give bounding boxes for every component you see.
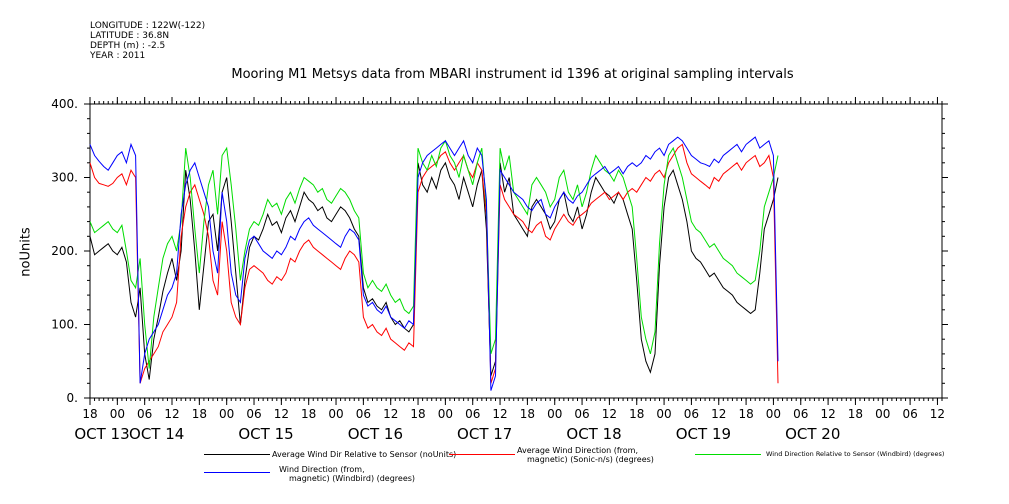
y-tick-label-200: 200. xyxy=(51,244,78,258)
longitude-label: LONGITUDE : 122W(-122) xyxy=(90,21,206,31)
x-tick-label: 18 xyxy=(410,407,425,421)
x-tick-label: 12 xyxy=(820,407,835,421)
x-date-label: OCT 18 xyxy=(566,425,621,443)
x-tick-label: 18 xyxy=(848,407,863,421)
x-date-label: OCT 17 xyxy=(457,425,512,443)
x-tick-label: 18 xyxy=(520,407,535,421)
legend-swatch-black xyxy=(204,454,270,455)
legend-swatch-green xyxy=(695,454,761,455)
x-tick-label: 18 xyxy=(82,407,97,421)
y-tick-label-0: 0. xyxy=(67,391,78,405)
x-tick-label: 00 xyxy=(547,407,562,421)
y-tick-label-400: 400. xyxy=(51,97,78,111)
latitude-label: LATITUDE : 36.8N xyxy=(90,31,170,41)
legend-swatch-blue xyxy=(204,472,270,473)
year-label: YEAR : 2011 xyxy=(90,51,146,61)
legend-label-blue-line1: Wind Direction (from, xyxy=(279,465,365,474)
x-tick-label: 18 xyxy=(301,407,316,421)
x-tick-label: 00 xyxy=(656,407,671,421)
metadata-block: LONGITUDE : 122W(-122) LATITUDE : 36.8N … xyxy=(90,21,205,61)
x-date-label: OCT 19 xyxy=(676,425,731,443)
legend-label-red-line2: magnetic) (Sonic-n/s) (degrees) xyxy=(527,455,654,464)
series-line-2 xyxy=(89,143,779,384)
x-tick-label: 12 xyxy=(383,407,398,421)
legend-label-red: Average Wind Direction (from, magnetic) … xyxy=(517,446,654,464)
x-date-label: OCT 13 xyxy=(74,425,129,443)
x-tick-label: 12 xyxy=(930,407,945,421)
y-tick-label-300: 300. xyxy=(51,171,78,185)
x-tick-label: 06 xyxy=(465,407,480,421)
x-tick-label: 06 xyxy=(793,407,808,421)
x-date-label: OCT 14 xyxy=(129,425,184,443)
y-tick-label-100: 100. xyxy=(51,318,78,332)
x-date-label: OCT 20 xyxy=(785,425,840,443)
x-tick-label: 00 xyxy=(219,407,234,421)
x-tick-label: 06 xyxy=(902,407,917,421)
x-tick-label: 12 xyxy=(492,407,507,421)
x-date-label: OCT 15 xyxy=(238,425,293,443)
legend-label-black-text: Average Wind Dir Relative to Sensor (noU… xyxy=(272,450,457,459)
series-line-4 xyxy=(89,136,779,391)
x-tick-label: 00 xyxy=(328,407,343,421)
x-tick-label: 00 xyxy=(875,407,890,421)
legend-label-blue: Wind Direction (from, magnetic) (Windbir… xyxy=(279,465,415,483)
legend-label-green-text: Wind Direction Relative to Sensor (Windb… xyxy=(766,450,945,458)
x-tick-label: 00 xyxy=(438,407,453,421)
x-tick-label: 12 xyxy=(274,407,289,421)
x-tick-label: 18 xyxy=(629,407,644,421)
depth-label: DEPTH (m) : -2.5 xyxy=(90,41,166,51)
x-tick-label: 06 xyxy=(246,407,261,421)
series-line-1 xyxy=(89,161,779,380)
x-date-label: OCT 16 xyxy=(348,425,403,443)
x-tick-label: 18 xyxy=(192,407,207,421)
chart-title: Mooring M1 Metsys data from MBARI instru… xyxy=(231,67,794,82)
x-tick-label: 00 xyxy=(766,407,781,421)
x-tick-label: 00 xyxy=(110,407,125,421)
x-tick-label: 12 xyxy=(602,407,617,421)
legend-label-green: Wind Direction Relative to Sensor (Windb… xyxy=(766,450,944,459)
chart-title-wrap: Mooring M1 Metsys data from MBARI instru… xyxy=(0,67,1009,82)
legend-label-red-line1: Average Wind Direction (from, xyxy=(517,446,639,455)
legend-label-blue-line2: magnetic) (Windbird) (degrees) xyxy=(289,474,416,483)
x-tick-label: 06 xyxy=(684,407,699,421)
series-line-3 xyxy=(89,139,779,369)
legend-swatch-red xyxy=(449,454,515,455)
x-tick-label: 12 xyxy=(164,407,179,421)
x-tick-label: 06 xyxy=(574,407,589,421)
x-tick-label: 12 xyxy=(711,407,726,421)
legend-label-black: Average Wind Dir Relative to Sensor (noU… xyxy=(272,450,456,459)
x-tick-label: 18 xyxy=(738,407,753,421)
x-tick-label: 06 xyxy=(137,407,152,421)
x-tick-label: 06 xyxy=(356,407,371,421)
